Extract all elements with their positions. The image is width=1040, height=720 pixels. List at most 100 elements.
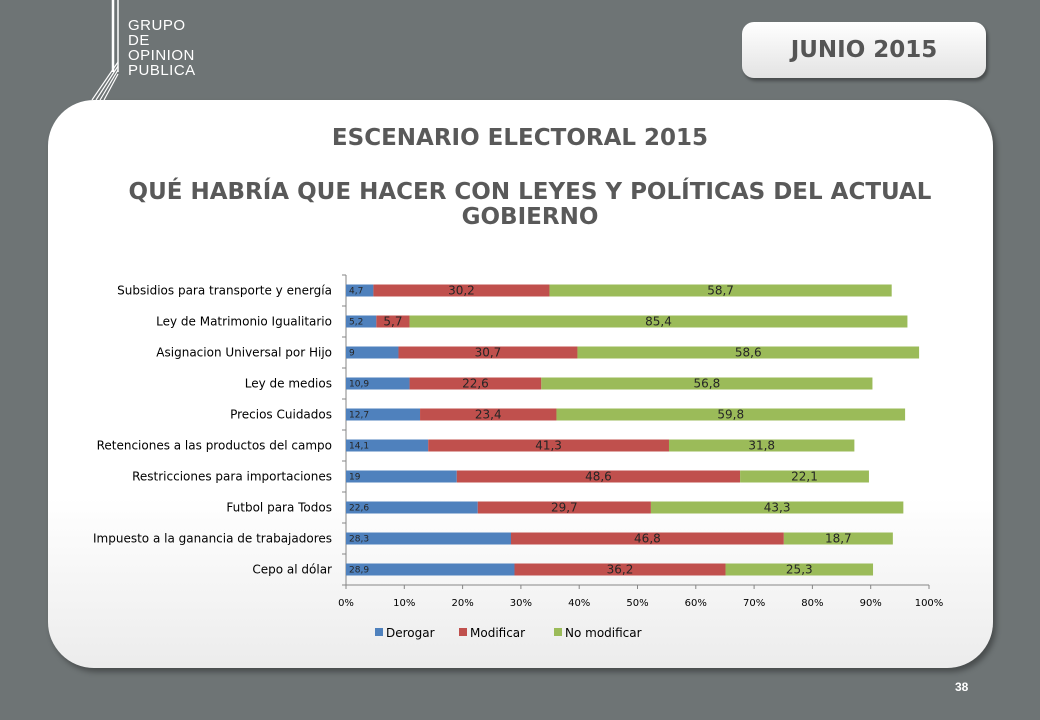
category-label: Cepo al dólar (252, 563, 332, 577)
logo-line: GRUPO (128, 17, 186, 34)
x-tick-label: 90% (860, 598, 882, 609)
data-label: 22,6 (462, 377, 489, 391)
data-label: 85,4 (645, 315, 672, 329)
bar-no-modificar (577, 346, 920, 359)
data-label: 30,2 (448, 284, 475, 298)
bar-modificar (428, 439, 669, 452)
logo-mark (91, 0, 119, 100)
bar-modificar (477, 501, 651, 514)
data-label: 25,3 (786, 563, 813, 577)
logo-line: PUBLICA (128, 62, 196, 79)
x-tick-label: 40% (568, 598, 590, 609)
data-label: 9 (349, 349, 355, 359)
bar-modificar (456, 470, 741, 483)
bar-no-modificar (725, 563, 874, 576)
bar-modificar (373, 284, 550, 297)
bar-derogar (346, 439, 429, 452)
logo-line: OPINION (128, 47, 195, 64)
bar-modificar (409, 377, 542, 390)
data-label: 31,8 (748, 439, 775, 453)
bar-derogar (346, 408, 421, 421)
category-label: Futbol para Todos (226, 501, 332, 515)
category-label: Restricciones para importaciones (132, 470, 332, 484)
legend-label: No modificar (565, 626, 642, 640)
slide-subtitle: QUÉ HABRÍA QUE HACER CON LEYES Y POLÍTIC… (128, 179, 932, 230)
data-label: 29,7 (551, 501, 578, 515)
bar-derogar (346, 315, 377, 328)
data-label: 59,8 (717, 408, 744, 422)
legend-label: Modificar (470, 626, 525, 640)
category-label: Ley de Matrimonio Igualitario (156, 315, 332, 329)
bar-derogar (346, 346, 399, 359)
data-label: 28,3 (349, 535, 369, 545)
data-label: 5,2 (349, 318, 363, 328)
bar-no-modificar (541, 377, 873, 390)
category-label: Impuesto a la ganancia de trabajadores (93, 532, 332, 546)
bar-derogar (346, 501, 478, 514)
x-tick-label: 80% (801, 598, 823, 609)
bar-no-modificar (668, 439, 855, 452)
data-label: 56,8 (694, 377, 721, 391)
data-label: 10,9 (349, 380, 369, 390)
data-label: 48,6 (585, 470, 612, 484)
category-label: Precios Cuidados (230, 408, 332, 422)
category-label: Retenciones a las productos del campo (97, 439, 332, 453)
data-label: 5,7 (383, 315, 402, 329)
x-tick-label: 50% (626, 598, 648, 609)
x-tick-label: 0% (338, 598, 354, 609)
date-badge: JUNIO 2015 (742, 22, 986, 78)
logo-line: DE (128, 32, 150, 49)
data-label: 58,7 (707, 284, 734, 298)
bar-modificar (514, 563, 726, 576)
bar-modificar (376, 315, 410, 328)
bar-no-modificar (409, 315, 908, 328)
data-label: 36,2 (607, 563, 634, 577)
data-label: 12,7 (349, 411, 369, 421)
data-label: 43,3 (764, 501, 791, 515)
data-label: 58,6 (735, 346, 762, 360)
bar-modificar (420, 408, 557, 421)
bar-derogar (346, 563, 515, 576)
bar-derogar (346, 377, 410, 390)
data-label: 14,1 (349, 442, 369, 452)
legend-swatch (459, 628, 467, 636)
data-label: 22,6 (349, 504, 369, 514)
bar-no-modificar (783, 532, 893, 545)
bar-derogar (346, 532, 511, 545)
x-tick-label: 70% (743, 598, 765, 609)
bar-modificar (510, 532, 784, 545)
logo-text: GRUPO DE OPINION PUBLICA (128, 18, 196, 78)
bar-no-modificar (650, 501, 904, 514)
logo: GRUPO DE OPINION PUBLICA (88, 0, 238, 100)
bar-no-modificar (549, 284, 892, 297)
bar-modificar (398, 346, 578, 359)
data-label: 18,7 (825, 532, 852, 546)
data-label: 30,7 (475, 346, 502, 360)
legend-swatch (375, 628, 383, 636)
legend-swatch (554, 628, 562, 636)
data-label: 4,7 (349, 287, 363, 297)
data-label: 23,4 (475, 408, 502, 422)
x-tick-label: 20% (451, 598, 473, 609)
data-label: 28,9 (349, 566, 369, 576)
slide-title: ESCENARIO ELECTORAL 2015 (331, 125, 709, 151)
bar-no-modificar (740, 470, 869, 483)
legend-label: Derogar (386, 626, 435, 640)
bar-derogar (346, 284, 374, 297)
category-label: Asignacion Universal por Hijo (156, 346, 332, 360)
bar-no-modificar (556, 408, 906, 421)
x-tick-label: 100% (915, 598, 944, 609)
page-number: 38 (955, 680, 969, 694)
data-label: 46,8 (634, 532, 661, 546)
data-label: 41,3 (535, 439, 562, 453)
bar-derogar (346, 470, 457, 483)
x-tick-label: 60% (685, 598, 707, 609)
x-tick-label: 30% (510, 598, 532, 609)
category-label: Subsidios para transporte y energía (117, 284, 332, 298)
x-tick-label: 10% (393, 598, 415, 609)
data-label: 19 (349, 473, 361, 483)
category-label: Ley de medios (245, 377, 332, 391)
data-label: 22,1 (791, 470, 818, 484)
date-label: JUNIO 2015 (790, 37, 938, 63)
